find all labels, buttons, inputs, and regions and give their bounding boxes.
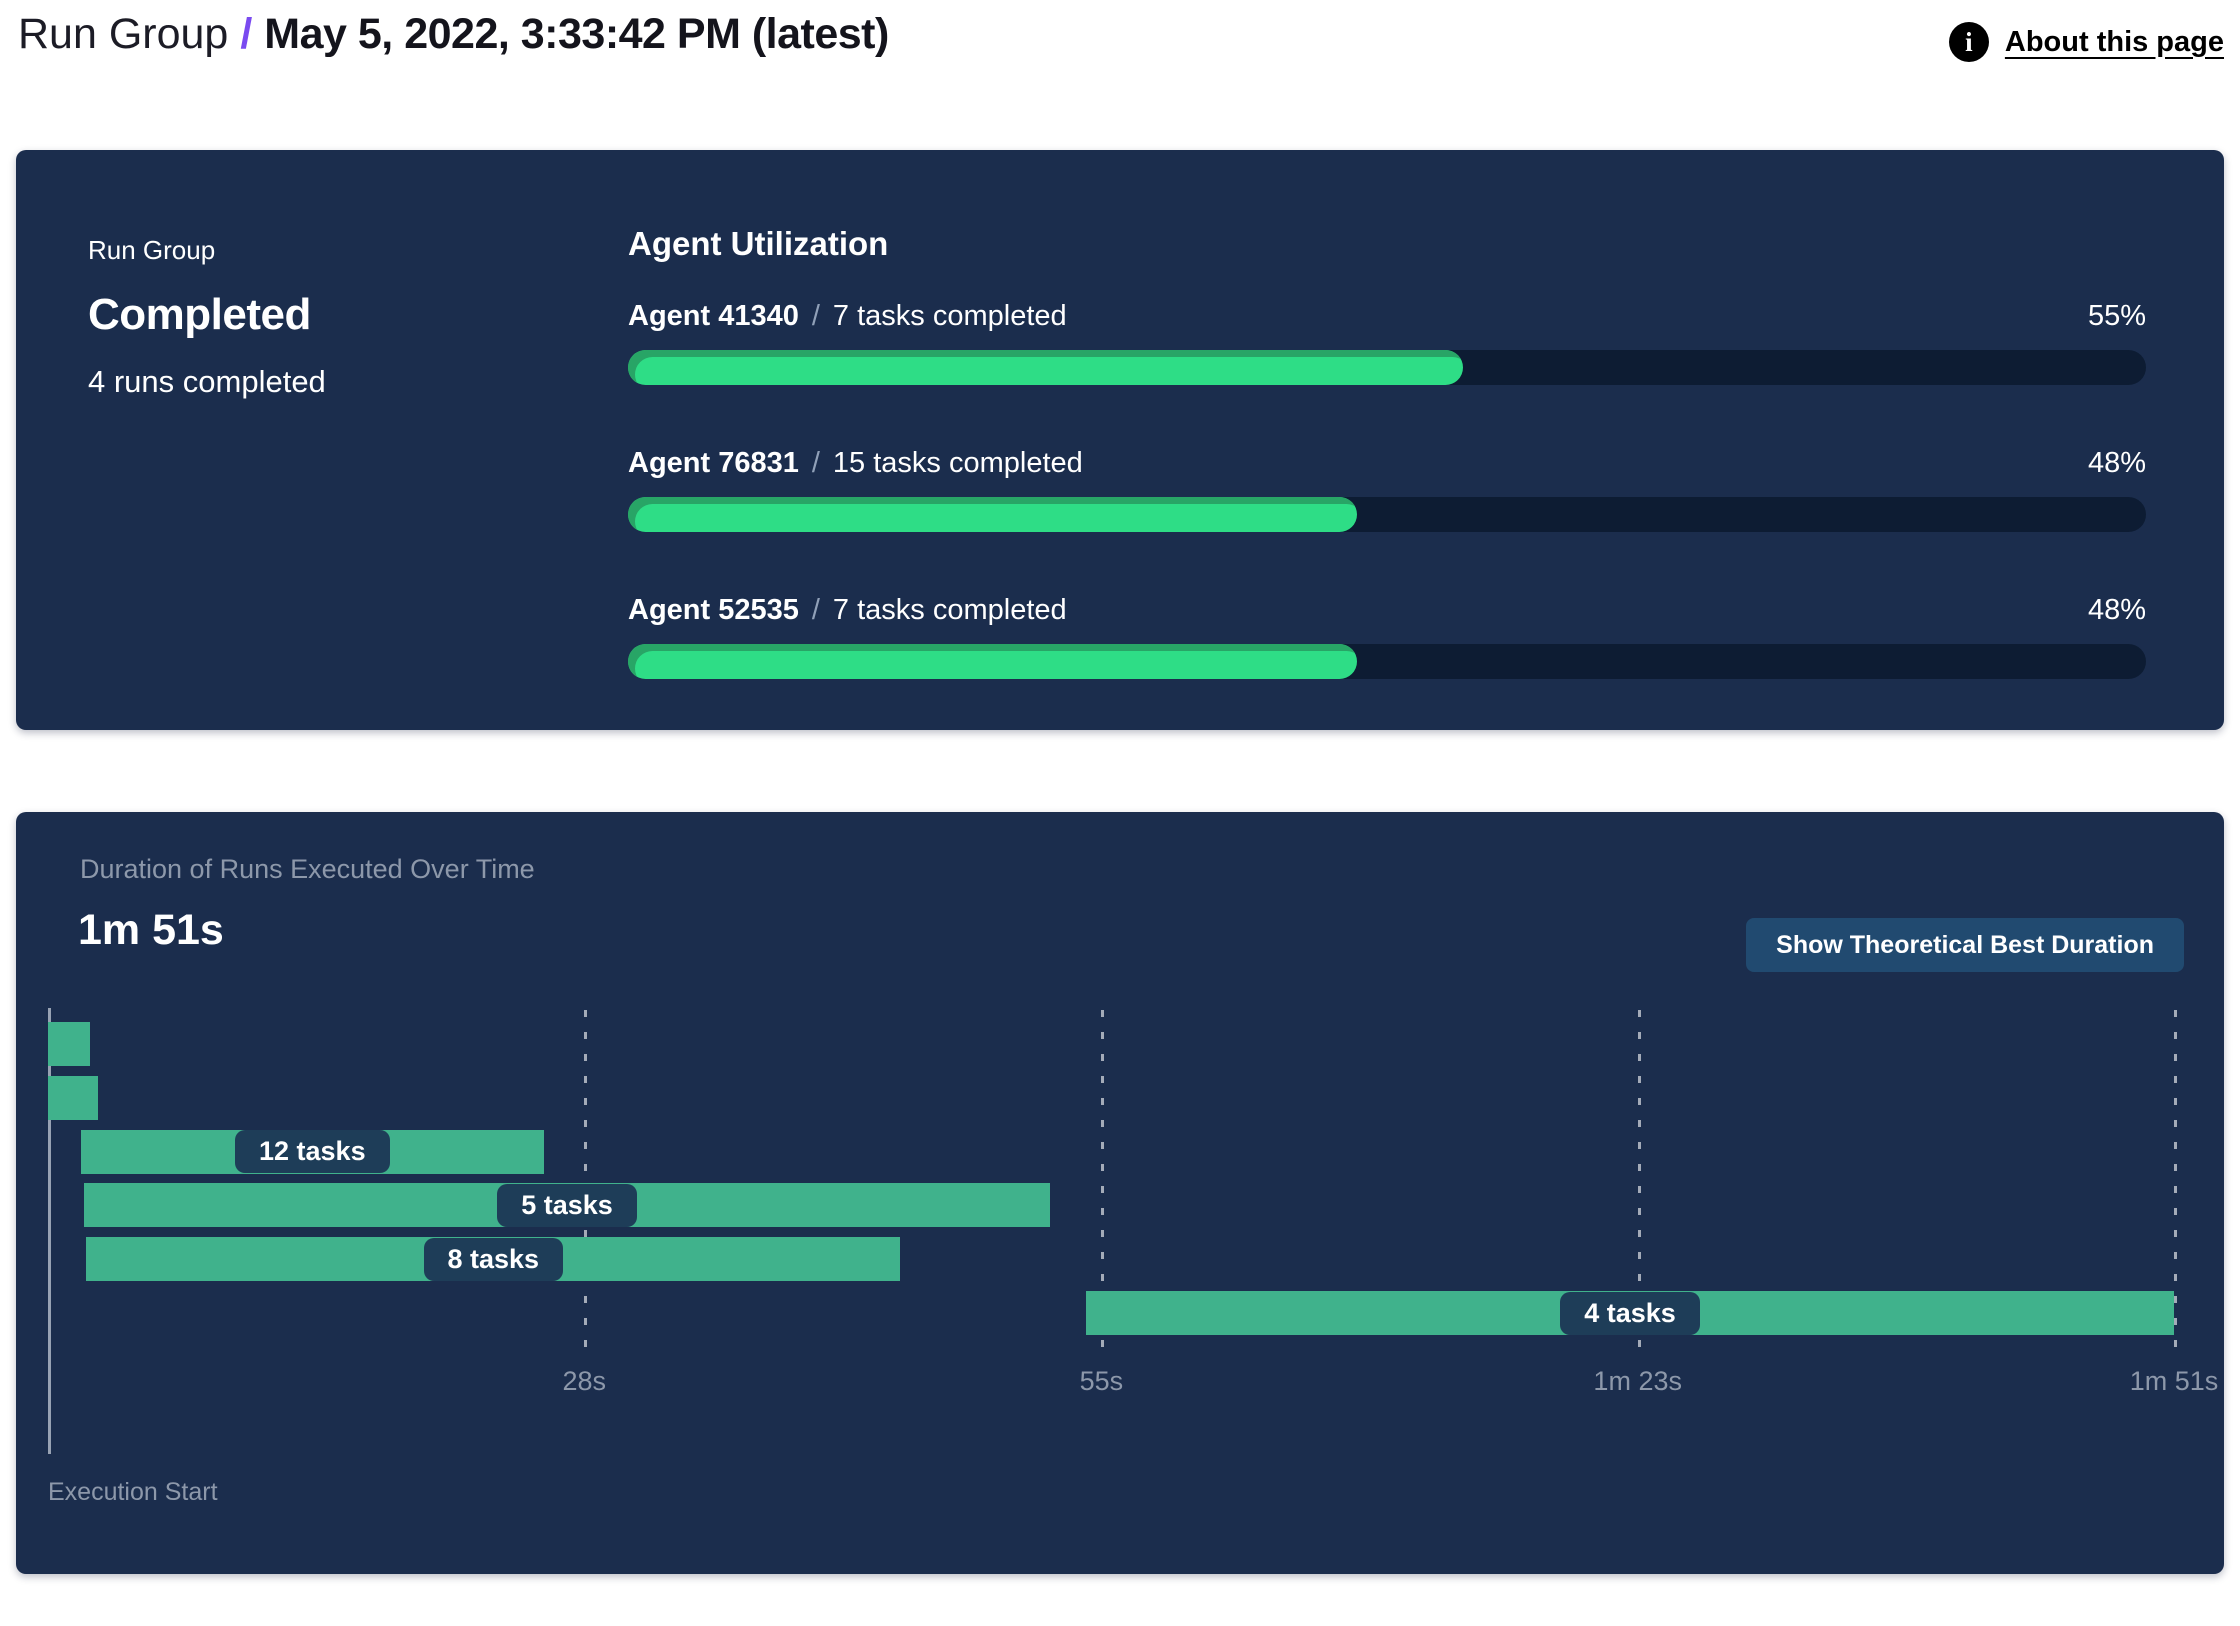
agent-utilization-bar-fill [628, 350, 1463, 385]
gantt-task-count-badge: 5 tasks [497, 1183, 637, 1227]
agent-utilization-bar-fill [628, 644, 1357, 679]
gantt-gridline [584, 1010, 588, 1350]
breadcrumb-root[interactable]: Run Group [18, 10, 229, 58]
agent-name: Agent 52535 [628, 594, 799, 626]
agent-utilization-bar-track [628, 644, 2146, 679]
agent-utilization-percent: 48% [2087, 447, 2146, 479]
agent-utilization-bar-track [628, 350, 2146, 385]
agent-utilization-row: Agent 41340 / 7 tasks completed 55% [628, 300, 2146, 385]
agent-name: Agent 76831 [628, 447, 799, 479]
agent-utilization-section: Agent Utilization Agent 41340 / 7 tasks co… [628, 225, 2146, 705]
x-axis-tick-label: 55s [1079, 1366, 1124, 1396]
agent-utilization-bar-fill [628, 497, 1357, 532]
gantt-gridline [1637, 1010, 1641, 1350]
breadcrumb-separator: / [240, 10, 253, 58]
execution-start-axis-line [48, 1008, 51, 1454]
page-header: Run Group / May 5, 2022, 3:33:42 PM (lates… [0, 0, 2240, 96]
about-this-page-label: About this page [2004, 25, 2224, 58]
gantt-run-bar[interactable]: 5 tasks [84, 1183, 1050, 1228]
gantt-run-bar[interactable] [48, 1075, 98, 1120]
run-group-summary: Run Group Completed 4 runs completed [88, 235, 326, 400]
show-theoretical-best-button[interactable]: Show Theoretical Best Duration [1746, 918, 2184, 972]
x-axis-tick-label: 1m 23s [1593, 1366, 1682, 1396]
gantt-gridline [2174, 1010, 2177, 1350]
agent-label-separator: / [811, 447, 820, 479]
agent-utilization-percent: 48% [2087, 594, 2146, 626]
summary-runs-count: 4 runs completed [88, 364, 326, 399]
breadcrumb: Run Group / May 5, 2022, 3:33:42 PM (lates… [18, 10, 889, 59]
duration-chart-title: Duration of Runs Executed Over Time [80, 854, 535, 884]
gantt-run-bar[interactable]: 8 tasks [86, 1237, 901, 1282]
duration-total-value: 1m 51s [78, 906, 224, 954]
agent-tasks-completed: 15 tasks completed [832, 447, 1083, 479]
execution-start-label: Execution Start [48, 1478, 218, 1506]
duration-gantt-chart: 28s 55s 1m 23s 1m 51s 12 tasks 5 tasks 8 tasks… [48, 1008, 2218, 1508]
gantt-task-count-badge: 8 tasks [423, 1237, 564, 1281]
gantt-gridline [1101, 1010, 1105, 1350]
gantt-task-count-badge: 4 tasks [1560, 1291, 1700, 1335]
x-axis-tick-label: 28s [562, 1366, 607, 1396]
agent-utilization-row: Agent 52535 / 7 tasks completed 48% [628, 594, 2146, 679]
gantt-run-bar[interactable]: 4 tasks [1086, 1291, 2174, 1335]
page-title: May 5, 2022, 3:33:42 PM (latest) [264, 10, 889, 58]
gantt-run-bar[interactable] [48, 1022, 91, 1066]
run-group-panel: Run Group Completed 4 runs completed Age… [16, 150, 2224, 730]
agent-label-separator: / [811, 594, 820, 626]
about-this-page-link[interactable]: i About this page [1948, 22, 2224, 62]
agent-utilization-row: Agent 76831 / 15 tasks completed 48% [628, 447, 2146, 532]
agent-tasks-completed: 7 tasks completed [832, 594, 1067, 626]
agent-utilization-percent: 55% [2087, 300, 2146, 332]
agent-label-separator: / [811, 300, 820, 332]
gantt-task-count-badge: 12 tasks [235, 1130, 390, 1174]
agent-utilization-bar-track [628, 497, 2146, 532]
summary-status: Completed [88, 290, 311, 339]
duration-panel: Duration of Runs Executed Over Time 1m 5… [16, 812, 2224, 1574]
info-icon: i [1948, 22, 1989, 62]
x-axis-tick-label: 1m 51s [2129, 1366, 2219, 1396]
summary-label: Run Group [88, 235, 216, 265]
gantt-run-bar[interactable]: 12 tasks [80, 1129, 545, 1174]
agent-name: Agent 41340 [628, 300, 799, 332]
agent-tasks-completed: 7 tasks completed [832, 300, 1067, 332]
agent-utilization-title: Agent Utilization [628, 225, 889, 262]
